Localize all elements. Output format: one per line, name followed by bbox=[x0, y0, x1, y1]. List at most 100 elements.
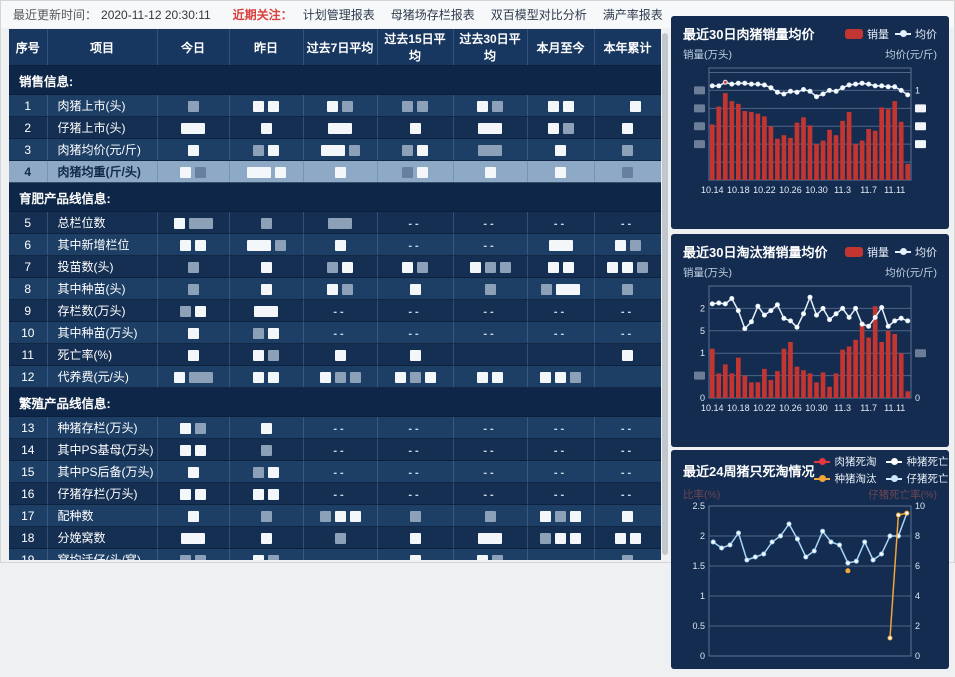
redacted-value-block bbox=[260, 283, 272, 295]
table-row-8[interactable]: 8 其中种苗(头) bbox=[9, 277, 661, 300]
redacted-value-block bbox=[187, 349, 199, 361]
value-cell bbox=[157, 277, 230, 300]
value-cell bbox=[229, 416, 304, 439]
left-axis-label: 比率(%) bbox=[683, 489, 721, 501]
svg-text:10.22: 10.22 bbox=[753, 185, 776, 195]
left-axis-label: 销量(万头) bbox=[683, 267, 732, 279]
redacted-value-block bbox=[320, 144, 345, 156]
value-cell bbox=[303, 211, 378, 234]
row-label: 仔猪上市(头) bbox=[47, 116, 158, 139]
value-cell: -- bbox=[527, 482, 595, 505]
legend-item-0[interactable]: 销量 bbox=[845, 244, 889, 260]
legend-item-0[interactable]: 销量 bbox=[845, 26, 889, 42]
table-row-17[interactable]: 17 配种数 bbox=[9, 504, 661, 527]
column-header-3: 昨日 bbox=[229, 29, 304, 66]
value-cell bbox=[229, 526, 304, 549]
section-row: 销售信息: bbox=[9, 65, 661, 95]
table-row-14[interactable]: 14 其中PS基母(万头) -- -- -- -- -- bbox=[9, 438, 661, 461]
value-cell bbox=[229, 343, 304, 366]
svg-text:2.5: 2.5 bbox=[692, 502, 705, 511]
table-scrollbar[interactable] bbox=[662, 33, 668, 555]
svg-text:0: 0 bbox=[700, 651, 705, 661]
redacted-value-block bbox=[334, 371, 346, 383]
table-row-1[interactable]: 1 肉猪上市(头) bbox=[9, 94, 661, 117]
table-row-6[interactable]: 6 其中新增栏位 -- -- bbox=[9, 233, 661, 256]
nav-link-model-compare[interactable]: 双百模型对比分析 bbox=[490, 8, 587, 22]
redacted-value-block bbox=[187, 100, 199, 112]
row-number: 4 bbox=[9, 160, 48, 183]
table-row-7[interactable]: 7 投苗数(头) bbox=[9, 255, 661, 278]
redacted-value-block bbox=[268, 327, 279, 339]
redacted-value-block bbox=[195, 554, 206, 560]
nav-link-plan-report[interactable]: 计划管理报表 bbox=[302, 8, 375, 22]
redacted-value-block bbox=[409, 554, 421, 560]
pig-sales-chart-plot: 1 10.14 10.18 10.22 10.26 10.30 11.3 11.7 11.11 bbox=[694, 67, 926, 195]
value-cell bbox=[377, 343, 454, 366]
value-cell bbox=[594, 160, 661, 183]
right-axis-label: 均价(元/斤) bbox=[885, 49, 937, 61]
svg-text:10.30: 10.30 bbox=[805, 403, 828, 413]
value-cell bbox=[229, 94, 304, 117]
value-cell bbox=[303, 548, 378, 560]
svg-text:11.7: 11.7 bbox=[860, 403, 877, 413]
value-cell: -- bbox=[527, 299, 595, 322]
legend-label: 均价 bbox=[915, 246, 937, 259]
redacted-value-block bbox=[478, 122, 502, 134]
pig-sales-chart-card: 最近30日肉猪销量均价 销量 均价 销量(万头) 均价(元/斤) 1 10.14 10… bbox=[671, 16, 949, 229]
value-cell: -- bbox=[594, 416, 661, 439]
value-cell bbox=[527, 138, 595, 161]
value-cell bbox=[229, 255, 304, 278]
svg-text:2: 2 bbox=[700, 531, 705, 541]
legend-item-3[interactable]: 仔猪死亡 bbox=[886, 471, 948, 486]
value-cell bbox=[229, 211, 304, 234]
table-row-3[interactable]: 3 肉猪均价(元/斤) bbox=[9, 138, 661, 161]
table-row-9[interactable]: 9 存栏数(万头) -- -- -- -- -- bbox=[9, 299, 661, 322]
nav-link-capacity-report[interactable]: 满产率报表 bbox=[602, 8, 663, 22]
legend-item-0[interactable]: 肉猪死淘 bbox=[814, 454, 876, 469]
redacted-value-block bbox=[555, 166, 566, 178]
table-row-2[interactable]: 2 仔猪上市(头) bbox=[9, 116, 661, 139]
redacted-value-block bbox=[540, 510, 551, 522]
redacted-value-block bbox=[484, 510, 496, 522]
redacted-value-block bbox=[555, 371, 566, 383]
svg-text:1: 1 bbox=[915, 85, 920, 95]
row-number: 11 bbox=[9, 343, 48, 366]
legend-item-1[interactable]: 均价 bbox=[895, 26, 937, 42]
value-cell bbox=[527, 255, 595, 278]
redacted-value-block bbox=[555, 144, 566, 156]
legend-item-2[interactable]: 种猪淘汰 bbox=[814, 471, 876, 486]
table-row-15[interactable]: 15 其中PS后备(万头) -- -- -- -- -- bbox=[9, 460, 661, 483]
table-row-12[interactable]: 12 代养费(元/头) bbox=[9, 365, 661, 388]
table-row-19[interactable]: 19 窝均活仔(头/窝) bbox=[9, 548, 661, 560]
row-number: 18 bbox=[9, 526, 48, 549]
table-row-11[interactable]: 11 死亡率(%) bbox=[9, 343, 661, 366]
redacted-value-block bbox=[402, 166, 413, 178]
table-row-10[interactable]: 10 其中种苗(万头) -- -- -- -- -- bbox=[9, 321, 661, 344]
row-number: 7 bbox=[9, 255, 48, 278]
row-number: 6 bbox=[9, 233, 48, 256]
value-cell bbox=[453, 94, 528, 117]
table-row-18[interactable]: 18 分娩窝数 bbox=[9, 526, 661, 549]
value-cell bbox=[157, 365, 230, 388]
value-cell bbox=[157, 548, 230, 560]
svg-text:10.26: 10.26 bbox=[779, 403, 802, 413]
redacted-value-block bbox=[409, 510, 421, 522]
nav-link-sow-farm-report[interactable]: 母猪场存栏报表 bbox=[390, 8, 475, 22]
redacted-value-block bbox=[562, 100, 574, 112]
value-cell bbox=[527, 160, 595, 183]
table-row-13[interactable]: 13 种猪存栏(万头) -- -- -- -- -- bbox=[9, 416, 661, 439]
redacted-value-block bbox=[348, 144, 360, 156]
table-row-16[interactable]: 16 仔猪存栏(万头) -- -- -- -- -- bbox=[9, 482, 661, 505]
table-row-5[interactable]: 5 总栏位数 -- -- -- -- bbox=[9, 211, 661, 234]
redacted-value-block bbox=[469, 261, 481, 273]
column-header-1: 项目 bbox=[47, 29, 158, 66]
legend-item-1[interactable]: 均价 bbox=[895, 244, 937, 260]
legend-item-1[interactable]: 种猪死亡 bbox=[886, 454, 948, 469]
table-row-4[interactable]: 4 肉猪均重(斤/头) bbox=[9, 160, 661, 183]
redacted-value-block bbox=[260, 261, 272, 273]
redacted-value-block bbox=[187, 261, 199, 273]
right-axis-label: 均价(元/斤) bbox=[885, 267, 937, 279]
redacted-value-block bbox=[268, 488, 279, 500]
redacted-value-block bbox=[484, 166, 496, 178]
chart-title: 最近30日淘汰猪销量均价 bbox=[683, 245, 828, 260]
